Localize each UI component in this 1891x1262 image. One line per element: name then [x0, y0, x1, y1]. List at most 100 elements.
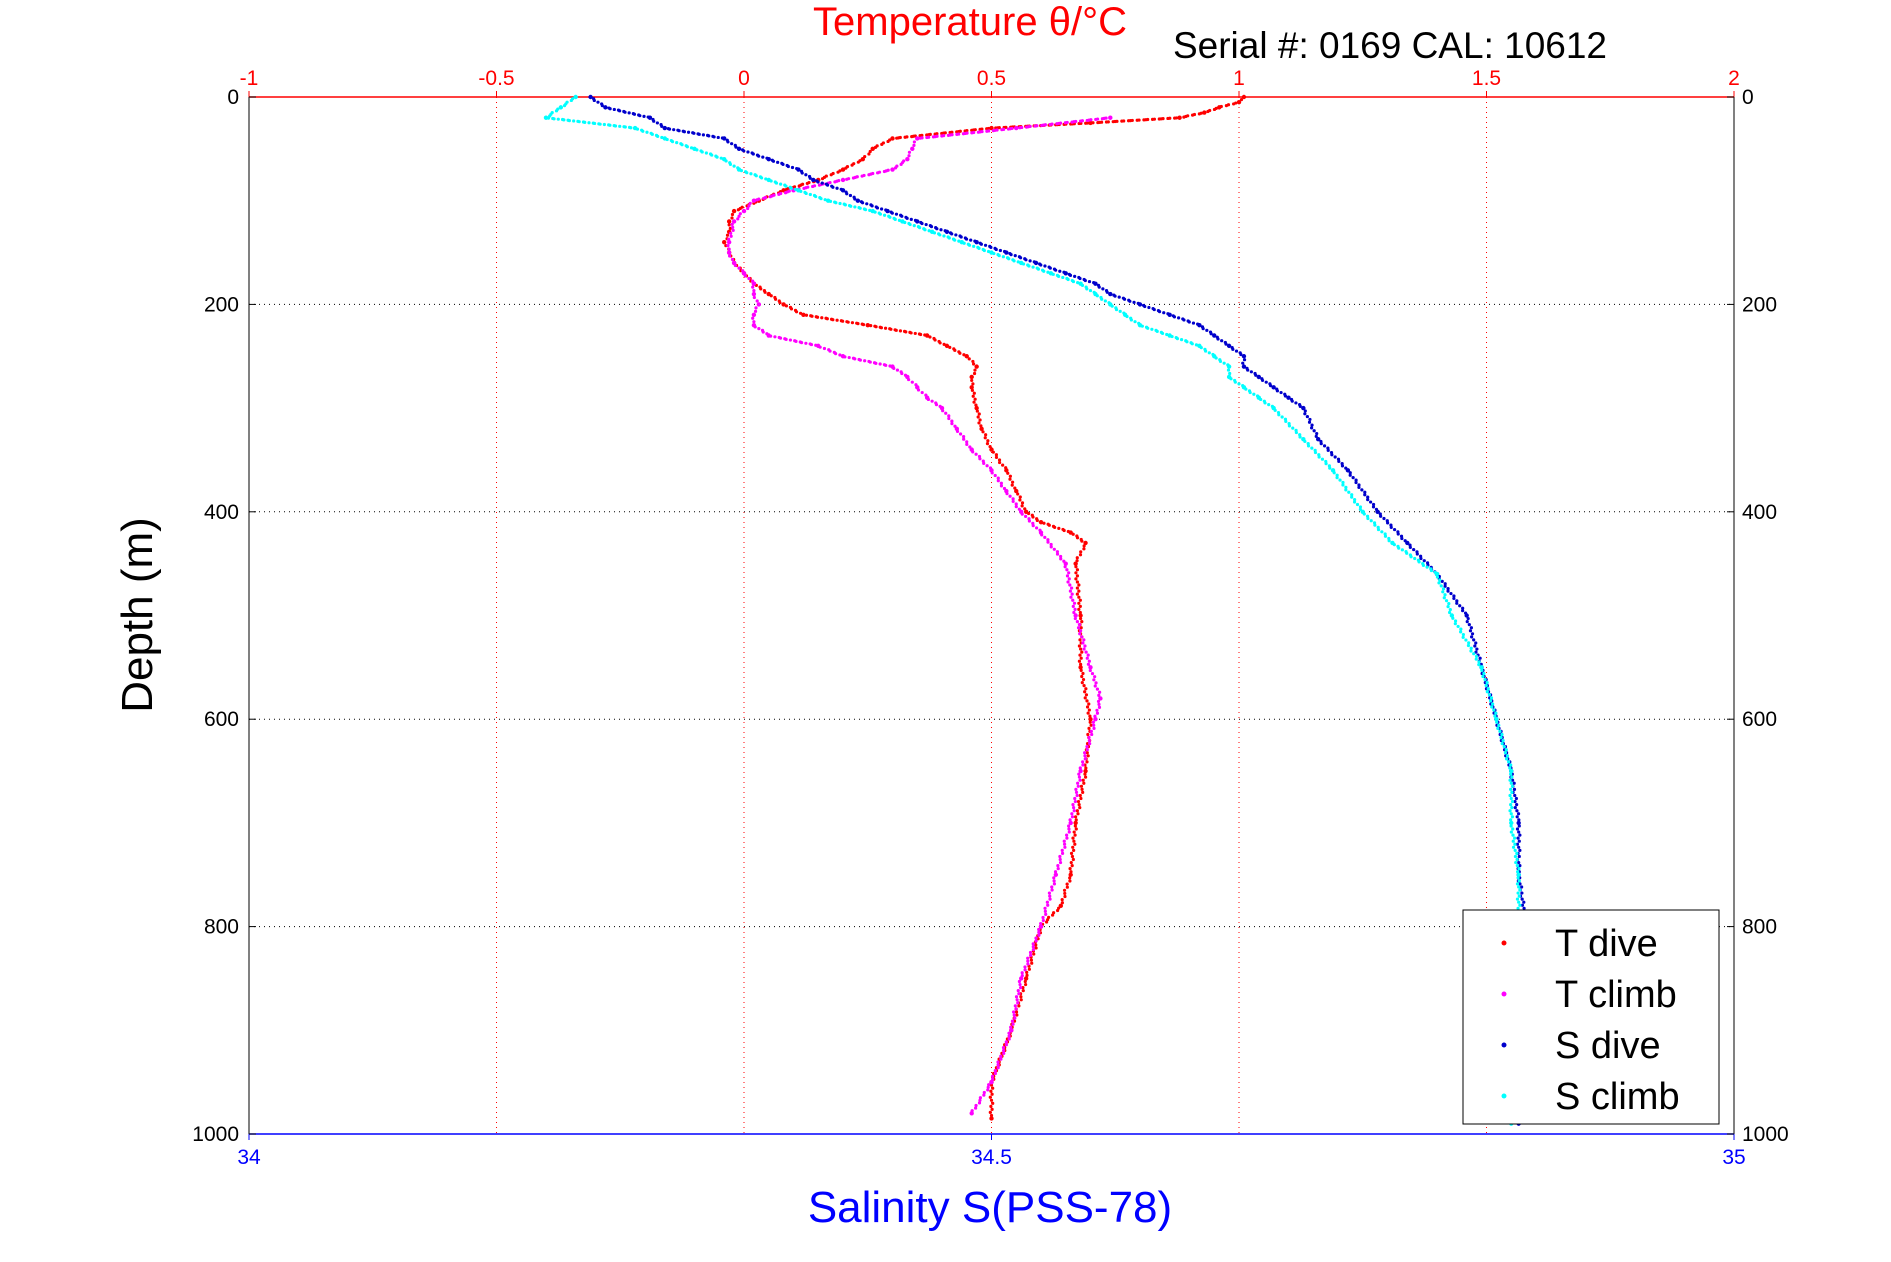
data-point-interp	[1128, 299, 1132, 303]
data-point-interp	[996, 1066, 1000, 1070]
data-point-interp	[1021, 986, 1025, 990]
data-point-interp	[1308, 417, 1312, 422]
data-point-interp	[612, 107, 616, 112]
data-point-interp	[1294, 401, 1298, 405]
data-point-interp	[1078, 553, 1083, 557]
data-point-interp	[1513, 806, 1517, 810]
data-point-interp	[1069, 851, 1074, 856]
data-point-interp	[1222, 361, 1226, 365]
data-point-interp	[1063, 891, 1067, 896]
data-point-interp	[761, 330, 765, 334]
data-point-interp	[728, 162, 733, 167]
data-point-interp	[789, 186, 793, 190]
data-point-interp	[1284, 419, 1288, 424]
data-point-interp	[745, 171, 749, 175]
data-point-interp	[1092, 723, 1096, 727]
data-point	[1226, 343, 1232, 349]
data-point-interp	[1072, 839, 1076, 843]
data-point-interp	[1511, 845, 1516, 849]
data-point-interp	[752, 320, 756, 324]
data-point	[989, 1116, 994, 1121]
data-point-interp	[1081, 671, 1085, 676]
data-point-interp	[1357, 485, 1361, 489]
data-point-interp	[724, 159, 728, 163]
data-point-interp	[977, 246, 981, 251]
data-point-interp	[933, 132, 937, 136]
data-point	[969, 1111, 974, 1116]
data-point-interp	[1079, 662, 1083, 666]
data-point-interp	[1214, 356, 1218, 360]
data-point-interp	[747, 276, 751, 281]
data-point-interp	[1070, 592, 1074, 596]
data-point-interp	[940, 131, 944, 136]
data-point-interp	[569, 98, 573, 103]
data-point-interp	[1510, 784, 1515, 788]
data-point-interp	[1155, 329, 1159, 333]
data-point-interp	[784, 304, 789, 308]
data-point-interp	[1043, 906, 1047, 910]
data-point-interp	[1007, 1037, 1011, 1041]
data-point-interp	[1076, 626, 1081, 630]
data-point-interp	[1002, 1048, 1006, 1053]
data-point-interp	[1239, 352, 1243, 357]
data-point-interp	[963, 129, 967, 133]
data-point-interp	[1053, 525, 1057, 529]
data-point-interp	[1077, 644, 1081, 648]
data-point-interp	[1075, 568, 1080, 572]
data-point-interp	[874, 361, 878, 365]
data-point	[1083, 540, 1088, 546]
data-point-interp	[1016, 492, 1020, 496]
data-point-interp	[831, 185, 835, 189]
data-point-interp	[1467, 623, 1471, 627]
data-point-interp	[1520, 903, 1525, 907]
data-point-interp	[948, 130, 952, 135]
data-point-interp	[1078, 276, 1082, 281]
data-point-interp	[1103, 299, 1107, 303]
data-point-interp	[1518, 888, 1522, 892]
data-point-interp	[955, 130, 959, 134]
data-point-interp	[1068, 589, 1072, 593]
data-point-interp	[1469, 626, 1473, 630]
data-point	[1241, 364, 1247, 369]
data-point-interp	[1461, 606, 1465, 610]
data-point-interp	[1522, 900, 1526, 904]
data-point-interp	[1480, 668, 1484, 673]
data-point-interp	[726, 140, 730, 144]
data-point-interp	[997, 460, 1002, 465]
data-point-interp	[918, 136, 922, 140]
data-point-interp	[1508, 766, 1512, 770]
data-point-interp	[1239, 97, 1244, 102]
data-point-interp	[853, 357, 857, 361]
data-point-interp	[1047, 523, 1051, 527]
data-point-interp	[971, 382, 975, 386]
data-point-interp	[1338, 478, 1342, 482]
data-point	[1286, 395, 1291, 400]
data-point-interp	[1096, 120, 1100, 125]
data-point-interp	[1046, 903, 1050, 907]
data-point-interp	[737, 214, 741, 218]
data-point-interp	[608, 123, 612, 127]
data-point	[1063, 271, 1068, 276]
data-point	[573, 94, 578, 100]
data-point-interp	[1072, 806, 1076, 810]
data-point-interp	[1031, 942, 1035, 946]
data-point-interp	[1298, 404, 1302, 408]
data-point-interp	[1079, 784, 1084, 788]
data-point-interp	[1212, 107, 1217, 112]
data-point-interp	[1122, 297, 1127, 301]
data-point-interp	[883, 326, 888, 330]
data-point-interp	[600, 104, 604, 108]
data-point-interp	[1518, 833, 1522, 837]
data-point-interp	[850, 163, 854, 167]
data-point-interp	[652, 119, 656, 123]
data-point-interp	[1079, 668, 1083, 673]
data-point-interp	[1086, 662, 1091, 666]
data-point-interp	[1475, 647, 1479, 651]
data-point-interp	[773, 335, 777, 339]
data-point-interp	[1097, 693, 1101, 697]
data-point-interp	[875, 206, 880, 210]
data-point-interp	[1011, 497, 1015, 501]
data-point-interp	[1244, 387, 1248, 391]
data-point-interp	[805, 181, 809, 186]
temperature-tick-label: 1.5	[1472, 67, 1501, 90]
